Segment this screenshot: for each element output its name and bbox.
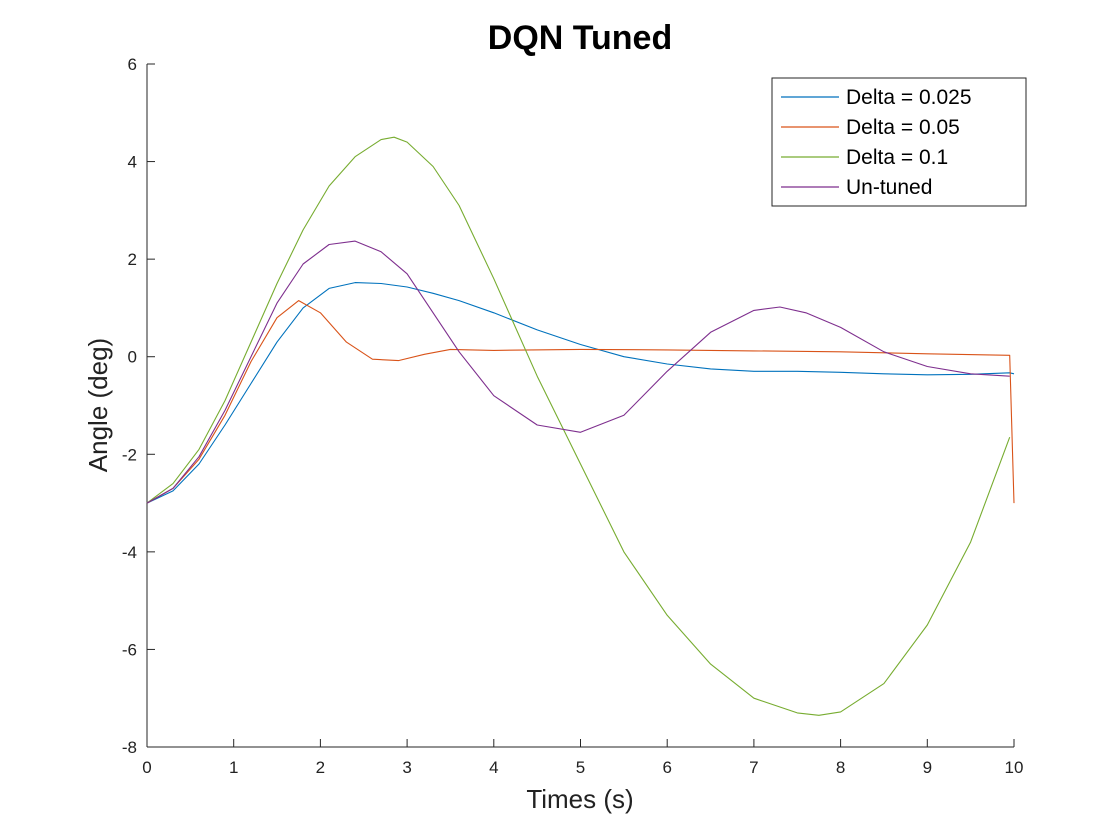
series-line (146, 300, 1015, 504)
y-tick-label: 4 (128, 153, 137, 172)
y-axis-label: Angle (deg) (83, 338, 113, 472)
x-tick-label: 3 (402, 758, 411, 777)
x-axis-label: Times (s) (526, 784, 633, 814)
y-tick-label: -4 (122, 543, 137, 562)
legend-label: Un-tuned (846, 176, 932, 199)
x-tick-label: 0 (142, 758, 151, 777)
axes: 0 1 2 3 4 5 6 7 8 9 10 -8 -6 -4 -2 0 2 4 6 (122, 55, 1024, 777)
legend-label: Delta = 0.05 (846, 116, 960, 139)
chart-title: DQN Tuned (488, 19, 672, 57)
y-tick-label: -6 (122, 640, 137, 659)
x-tick-label: 9 (923, 758, 932, 777)
x-tick-label: 10 (1005, 758, 1024, 777)
x-tick-label: 4 (489, 758, 498, 777)
x-tick-label: 6 (662, 758, 671, 777)
x-tick-label: 8 (836, 758, 845, 777)
x-tick-label: 2 (316, 758, 325, 777)
legend-label: Delta = 0.1 (846, 146, 948, 169)
legend: Delta = 0.025 Delta = 0.05 Delta = 0.1 Un-t… (771, 77, 1027, 207)
y-tick-label: -2 (122, 445, 137, 464)
y-tick-label: 6 (128, 55, 137, 74)
y-tick-label: 2 (128, 250, 137, 269)
x-tick-label: 1 (229, 758, 238, 777)
plot-area (146, 136, 1015, 716)
legend-label: Delta = 0.025 (846, 86, 972, 109)
series-line (146, 136, 1011, 716)
legend-box (771, 77, 1027, 207)
series-line (146, 240, 1010, 504)
x-tick-label: 5 (576, 758, 585, 777)
series-line (146, 282, 1015, 504)
y-tick-label: -8 (122, 738, 137, 757)
x-tick-label: 7 (749, 758, 758, 777)
y-tick-label: 0 (128, 348, 137, 367)
